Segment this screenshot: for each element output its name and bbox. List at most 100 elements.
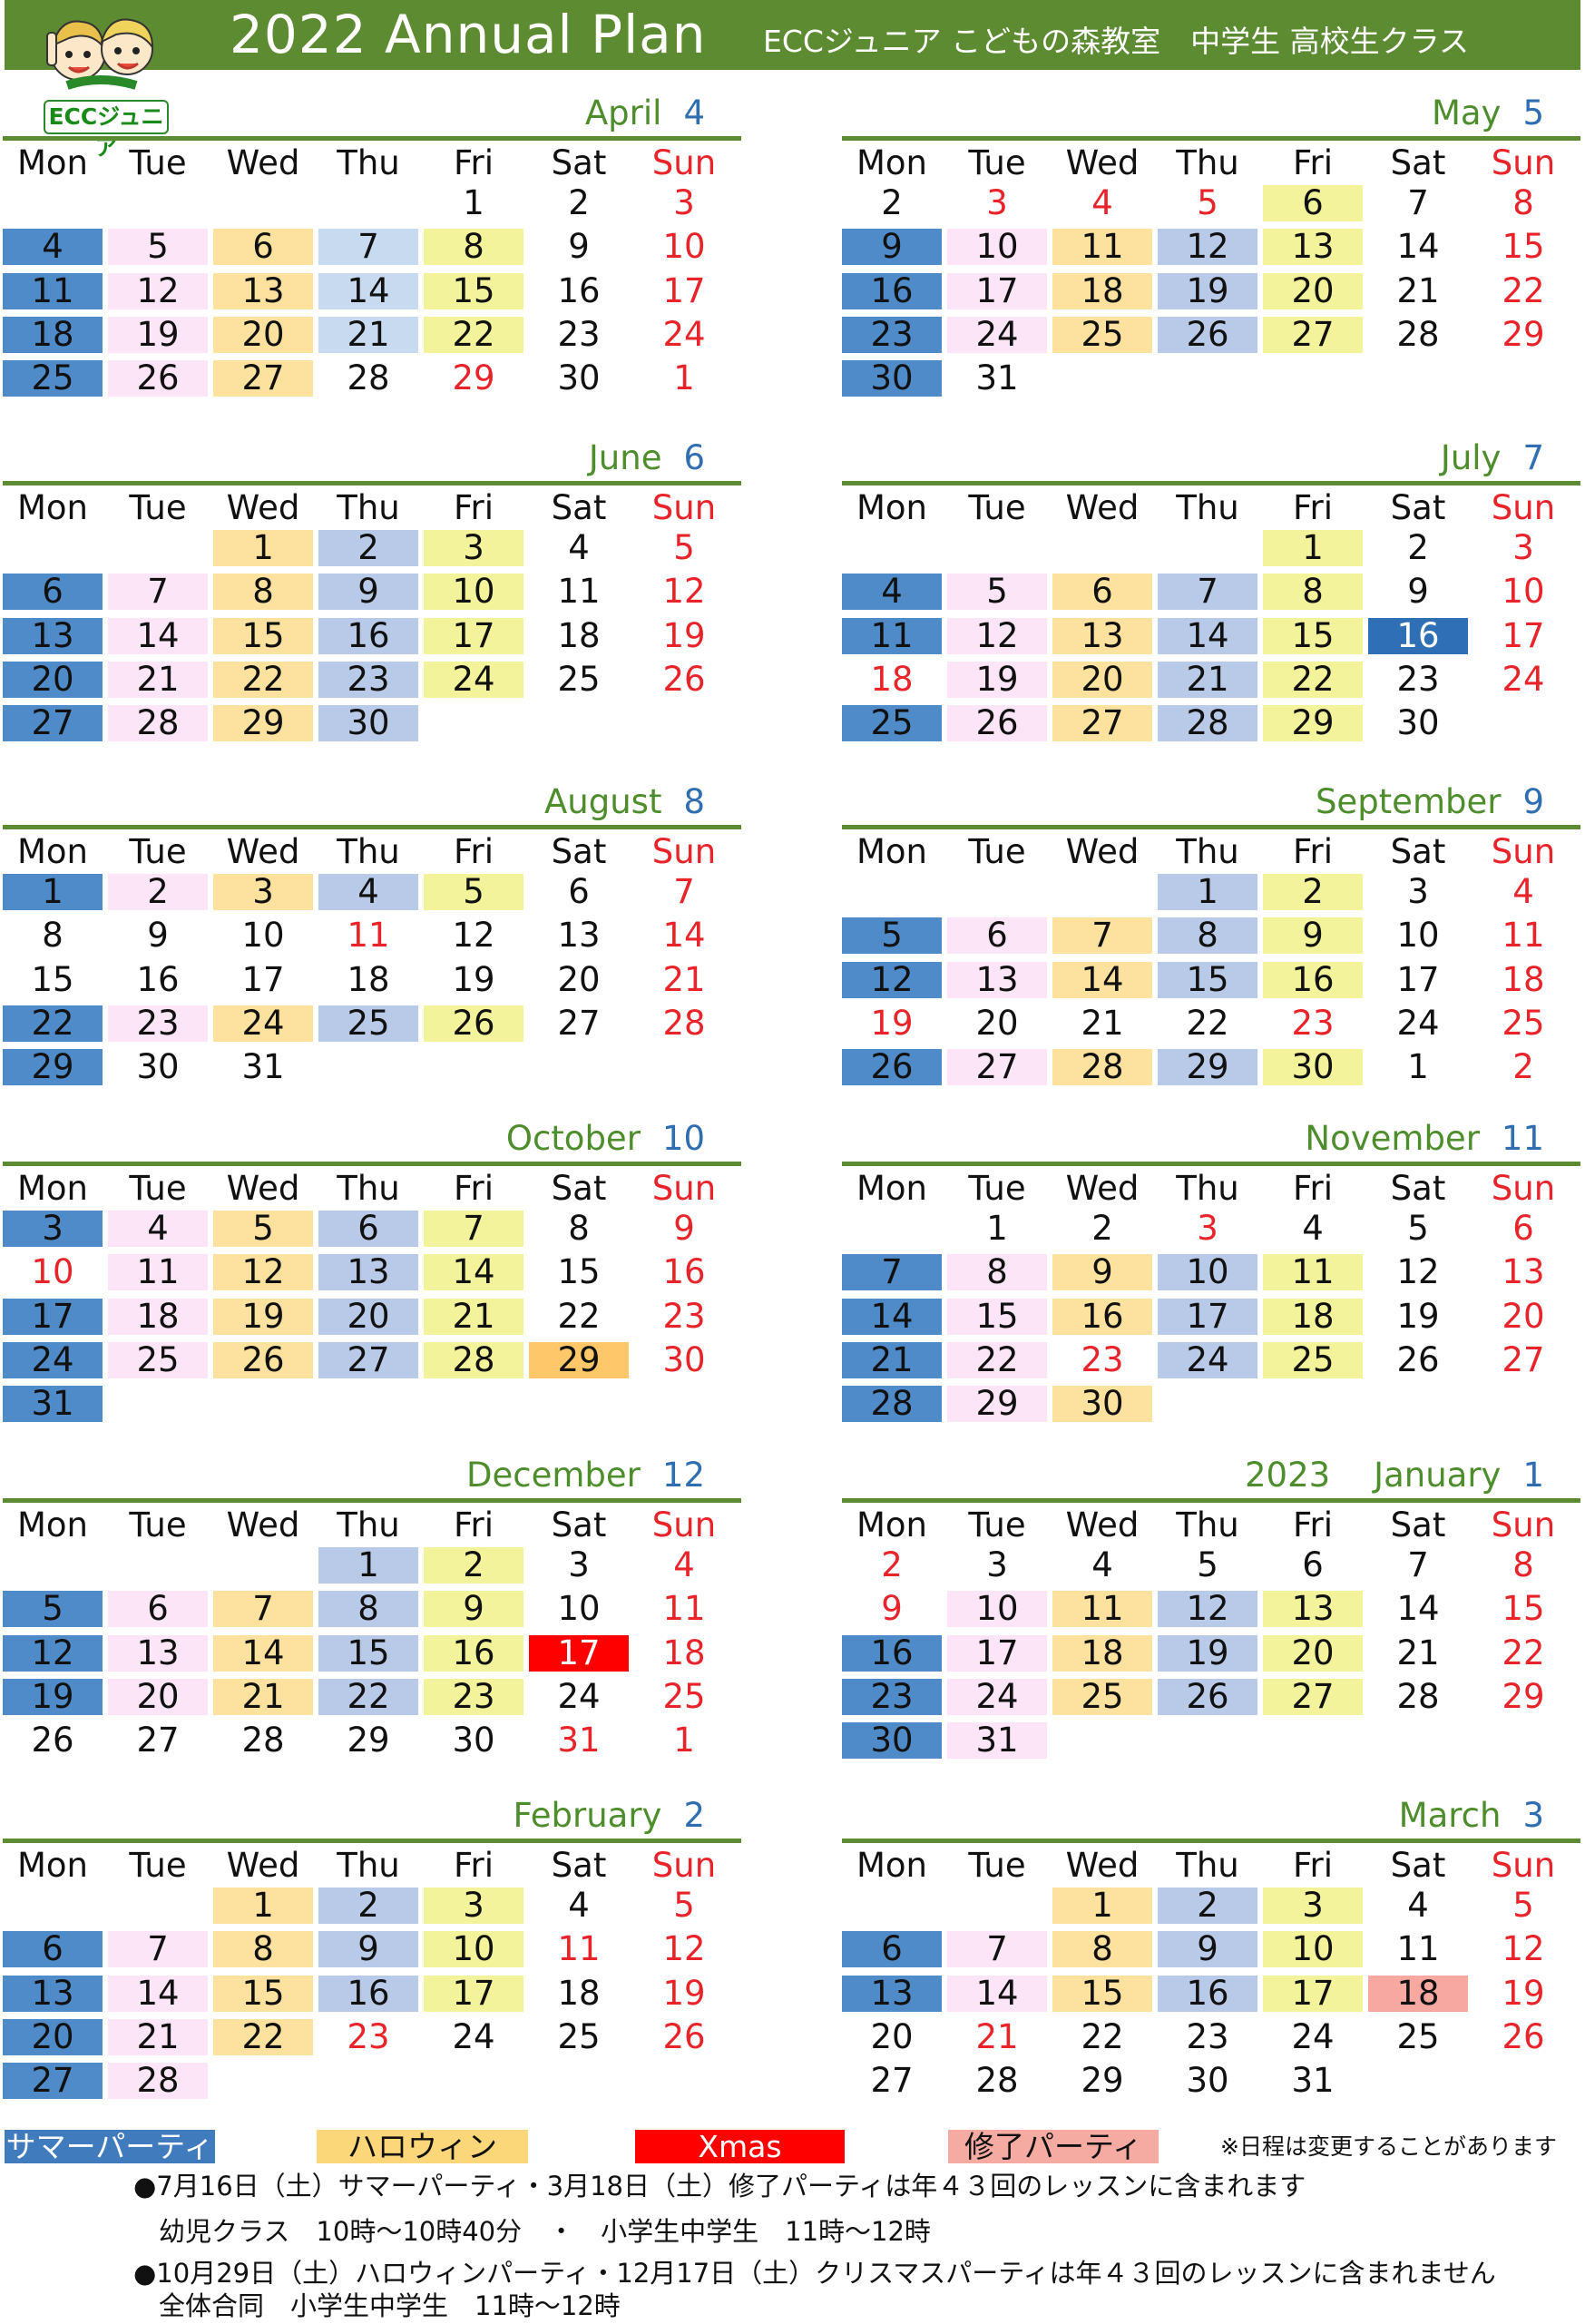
calendar-day: 25 bbox=[662, 1676, 706, 1716]
weekday-header: Fri bbox=[1292, 832, 1334, 871]
weekday-header: Tue bbox=[968, 488, 1026, 527]
calendar-day: 20 bbox=[213, 316, 313, 353]
weekday-header: Thu bbox=[1176, 1505, 1239, 1544]
calendar-day: 26 bbox=[1502, 2016, 1545, 2056]
weekday-header: Mon bbox=[856, 143, 927, 182]
weekday-header: Wed bbox=[1065, 1846, 1140, 1885]
calendar-day: 4 bbox=[842, 574, 942, 611]
calendar-day: 15 bbox=[318, 1634, 418, 1672]
calendar-day: 13 bbox=[557, 916, 601, 956]
month-divider bbox=[842, 1839, 1580, 1843]
calendar-day: 1 bbox=[986, 1209, 1008, 1248]
weekday-header: Thu bbox=[1176, 832, 1239, 871]
calendar-day: 16 bbox=[424, 1634, 523, 1672]
calendar-day: 8 bbox=[213, 1931, 313, 1968]
calendar-day: 2 bbox=[1158, 1888, 1257, 1924]
calendar-day: 2 bbox=[881, 1545, 903, 1584]
weekday-header: Fri bbox=[453, 488, 494, 527]
calendar-day: 14 bbox=[1052, 961, 1152, 998]
calendar-day: 8 bbox=[1512, 1545, 1534, 1584]
calendar-day: 1 bbox=[213, 530, 313, 566]
calendar-day: 6 bbox=[947, 917, 1047, 955]
calendar-day: 7 bbox=[1407, 1545, 1429, 1584]
month-number: 3 bbox=[1522, 1796, 1544, 1835]
calendar-day: 21 bbox=[108, 2018, 208, 2055]
calendar-day: 7 bbox=[673, 872, 695, 911]
calendar-day: 16 bbox=[136, 959, 180, 999]
weekday-header: Tue bbox=[129, 1169, 187, 1208]
calendar-day: 21 bbox=[1158, 661, 1257, 698]
calendar-day: 27 bbox=[213, 360, 313, 397]
calendar-day: 6 bbox=[3, 574, 103, 611]
month-title: September 9 bbox=[1316, 782, 1544, 822]
calendar-day: 20 bbox=[975, 1003, 1019, 1043]
weekday-header: Mon bbox=[16, 1846, 88, 1885]
calendar-day: 26 bbox=[1396, 1339, 1440, 1379]
calendar-day: 22 bbox=[213, 2018, 313, 2055]
calendar-day: 28 bbox=[842, 1386, 942, 1423]
calendar-day: 12 bbox=[108, 272, 208, 309]
month-title: October 10 bbox=[506, 1119, 705, 1159]
calendar-day: 10 bbox=[662, 227, 706, 267]
calendar-day: 16 bbox=[1158, 1975, 1257, 2012]
month-name: February bbox=[513, 1796, 662, 1835]
weekday-header: Fri bbox=[453, 1846, 494, 1885]
calendar-day: 7 bbox=[1052, 917, 1152, 955]
ecc-junior-logo: ECCジュニア bbox=[34, 5, 171, 161]
page-title: 2022 Annual Plan bbox=[230, 4, 707, 65]
calendar-day: 20 bbox=[557, 959, 601, 999]
calendar-day: 16 bbox=[842, 272, 942, 309]
calendar-day: 8 bbox=[568, 1209, 590, 1248]
calendar-day: 7 bbox=[318, 229, 418, 266]
calendar-day: 12 bbox=[452, 916, 495, 956]
calendar-day: 10 bbox=[424, 1931, 523, 1968]
calendar-day: 30 bbox=[318, 705, 418, 742]
weekday-header: Fri bbox=[1292, 1169, 1334, 1208]
calendar-day: 18 bbox=[108, 1298, 208, 1335]
calendar-day: 15 bbox=[557, 1252, 601, 1292]
page-subtitle: ECCジュニア こどもの森教室 中学生 高校生クラス bbox=[763, 24, 1469, 59]
weekday-header: Tue bbox=[129, 488, 187, 527]
calendar-day: 15 bbox=[947, 1298, 1047, 1335]
calendar-day: 5 bbox=[947, 574, 1047, 611]
calendar-day: 5 bbox=[673, 1886, 695, 1925]
calendar-day: 30 bbox=[1263, 1049, 1363, 1086]
weekday-header: Wed bbox=[1065, 1169, 1140, 1208]
calendar-day: 19 bbox=[947, 661, 1047, 698]
calendar-day: 26 bbox=[213, 1341, 313, 1378]
weekday-header: Sat bbox=[551, 488, 607, 527]
calendar-day: 12 bbox=[1158, 229, 1257, 266]
calendar-day: 2 bbox=[1512, 1047, 1534, 1087]
calendar-day: 12 bbox=[842, 961, 942, 998]
calendar-day: 14 bbox=[662, 916, 706, 956]
month-january: 2023 January 1 Mon Tue Wed Thu Fri Sat Sun 2 3 4 5 6 7 8… bbox=[842, 1456, 1580, 1782]
calendar-day: 31 bbox=[947, 1722, 1047, 1760]
calendar-day: 30 bbox=[662, 1339, 706, 1379]
calendar-day: 30 bbox=[136, 1047, 180, 1087]
calendar-day: 10 bbox=[241, 916, 285, 956]
calendar-day: 15 bbox=[1158, 961, 1257, 998]
calendar-day: 5 bbox=[1407, 1209, 1429, 1248]
calendar-day: 27 bbox=[1502, 1339, 1545, 1379]
calendar-day: 12 bbox=[662, 572, 706, 612]
month-title: February 2 bbox=[514, 1796, 706, 1836]
calendar-day: 1 bbox=[1407, 1047, 1429, 1087]
calendar-day: 14 bbox=[947, 1975, 1047, 2012]
calendar-day: 17 bbox=[1396, 959, 1440, 999]
weekday-header: Thu bbox=[1176, 143, 1239, 182]
calendar-day: 28 bbox=[108, 705, 208, 742]
calendar-day: 29 bbox=[1263, 705, 1363, 742]
weekday-header: Sat bbox=[1390, 143, 1446, 182]
calendar-day: 14 bbox=[1158, 617, 1257, 654]
calendar-day: 16 bbox=[1368, 617, 1468, 654]
calendar-day: 10 bbox=[947, 229, 1047, 266]
calendar-day: 5 bbox=[1512, 1886, 1534, 1925]
calendar-day: 21 bbox=[108, 661, 208, 698]
calendar-day: 1 bbox=[1052, 1888, 1152, 1924]
calendar-day: 12 bbox=[3, 1634, 103, 1672]
calendar-day: 21 bbox=[1396, 1633, 1440, 1672]
calendar-day: 7 bbox=[842, 1254, 942, 1291]
month-name: September bbox=[1315, 782, 1502, 821]
calendar-day: 24 bbox=[3, 1341, 103, 1378]
weekday-header: Sun bbox=[1491, 832, 1556, 871]
